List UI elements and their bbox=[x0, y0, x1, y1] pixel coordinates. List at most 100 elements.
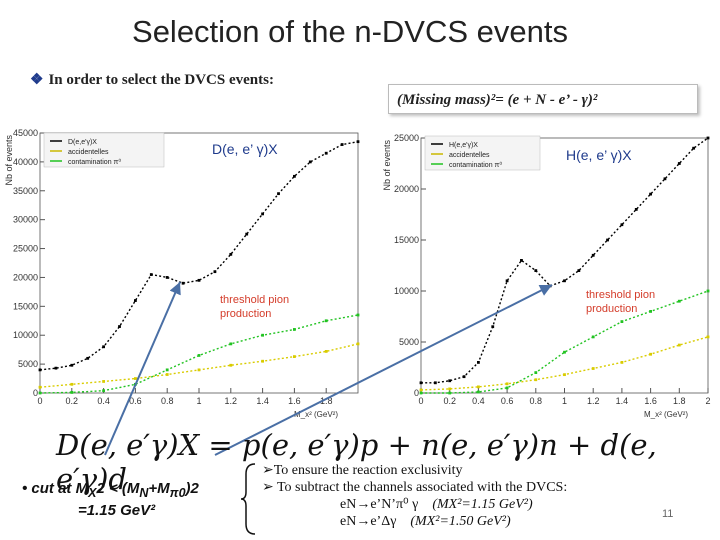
y-tick-label: 30000 bbox=[13, 215, 38, 225]
x-tick-label: 1 bbox=[562, 396, 567, 406]
data-point bbox=[706, 136, 710, 140]
data-point bbox=[677, 162, 681, 165]
data-point bbox=[38, 385, 42, 389]
data-point bbox=[505, 386, 509, 390]
data-point bbox=[70, 382, 74, 386]
y-tick-label: 20000 bbox=[394, 184, 419, 194]
data-point bbox=[356, 313, 360, 317]
data-point bbox=[577, 269, 581, 272]
data-point bbox=[324, 319, 328, 323]
data-point bbox=[505, 382, 509, 386]
data-point bbox=[606, 238, 609, 242]
data-point bbox=[54, 366, 58, 370]
data-point bbox=[419, 388, 423, 392]
data-point bbox=[649, 192, 652, 196]
reason-item: ➢To ensure the reaction exclusivity bbox=[262, 462, 567, 479]
data-point bbox=[477, 385, 480, 389]
channel-reaction: eN→e’N’π⁰ γ bbox=[340, 497, 419, 512]
data-point bbox=[477, 390, 480, 394]
annotation-line1: threshold pion bbox=[220, 294, 289, 306]
data-point bbox=[102, 389, 105, 393]
diamond-bullet-icon: ❖ bbox=[30, 72, 44, 88]
x-tick-label: 1.4 bbox=[616, 396, 629, 406]
y-tick-label: 45000 bbox=[13, 128, 38, 138]
y-tick-label: 15000 bbox=[394, 235, 419, 245]
data-point bbox=[706, 335, 710, 339]
data-point bbox=[229, 342, 233, 346]
data-point bbox=[620, 361, 624, 364]
data-point bbox=[213, 270, 217, 274]
y-tick-label: 35000 bbox=[13, 186, 38, 196]
x-tick-label: 1 bbox=[196, 396, 201, 406]
cut-sub-x: X bbox=[88, 486, 97, 500]
cut-value: =1.15 GeV² bbox=[78, 502, 156, 519]
cut-close: )2 bbox=[185, 480, 199, 497]
data-point bbox=[591, 367, 595, 370]
y-tick-label: 15000 bbox=[13, 301, 38, 311]
x-tick-label: 0.2 bbox=[443, 396, 456, 406]
data-point bbox=[134, 299, 137, 302]
data-point bbox=[534, 269, 538, 272]
arrow-to-deuterium-peak bbox=[104, 281, 181, 456]
data-point bbox=[70, 363, 74, 367]
data-point bbox=[620, 223, 624, 227]
data-point bbox=[261, 333, 264, 337]
y-axis-label: Nb of events bbox=[382, 140, 392, 191]
x-tick-label: 0.8 bbox=[530, 396, 543, 406]
data-point bbox=[677, 343, 681, 347]
annotation-line2: production bbox=[586, 303, 637, 315]
x-tick-label: 0 bbox=[418, 396, 423, 406]
data-point bbox=[356, 140, 360, 144]
data-point bbox=[165, 373, 169, 376]
data-point bbox=[591, 253, 595, 257]
data-point bbox=[634, 208, 638, 211]
data-point bbox=[261, 359, 264, 363]
data-point bbox=[261, 212, 264, 216]
y-tick-label: 5000 bbox=[18, 359, 38, 369]
data-point bbox=[649, 352, 652, 356]
data-point bbox=[181, 281, 185, 285]
data-point bbox=[149, 273, 153, 276]
y-tick-label: 10000 bbox=[13, 330, 38, 340]
channel-mass: (MX²=1.50 GeV²) bbox=[410, 514, 511, 529]
cut-sub-n: N bbox=[139, 486, 149, 500]
cut-sub-pi: π0 bbox=[169, 486, 186, 500]
data-point bbox=[134, 377, 137, 380]
data-point bbox=[448, 391, 452, 395]
arrow-right-icon: ➢ bbox=[262, 463, 274, 478]
data-point bbox=[563, 373, 566, 377]
data-point bbox=[663, 177, 667, 181]
data-point bbox=[534, 378, 538, 382]
channel-mass: (MX²=1.15 GeV²) bbox=[432, 497, 533, 512]
legend-entry: accidentelles bbox=[449, 152, 490, 159]
data-point bbox=[165, 276, 169, 279]
x-tick-label: 0.8 bbox=[161, 396, 174, 406]
legend-entry: accidentelles bbox=[68, 149, 109, 156]
deuterium-plot: 0 5000 10000 15000 20000 25000 30000 35000 40000… bbox=[4, 128, 360, 419]
left-brace-icon bbox=[240, 463, 256, 535]
page-number: 11 bbox=[662, 508, 674, 520]
data-point bbox=[197, 278, 201, 282]
data-point bbox=[277, 192, 280, 196]
channel-item: eN→e’Δγ (MX²=1.50 GeV²) bbox=[262, 513, 567, 530]
data-point bbox=[419, 381, 423, 385]
data-point bbox=[118, 325, 121, 328]
arrow-right-icon: ➢ bbox=[262, 480, 277, 495]
legend-box bbox=[424, 135, 541, 171]
y-tick-label: 25000 bbox=[13, 244, 38, 254]
y-tick-label: 5000 bbox=[399, 337, 419, 347]
data-point bbox=[677, 299, 681, 303]
chart-title: H(e, e’ γ)X bbox=[566, 147, 632, 163]
data-point bbox=[620, 320, 624, 323]
series-line bbox=[421, 137, 709, 384]
y-tick-label: 20000 bbox=[13, 272, 38, 282]
data-point bbox=[563, 350, 566, 354]
data-point bbox=[591, 335, 595, 339]
cut-label: • cut at M bbox=[22, 480, 89, 497]
data-point bbox=[477, 361, 480, 364]
reason-text: To subtract the channels associated with… bbox=[276, 480, 568, 495]
data-point bbox=[165, 368, 169, 372]
data-point bbox=[462, 375, 466, 379]
reasons-list: ➢To ensure the reaction exclusivity ➢ To… bbox=[262, 462, 567, 530]
data-point bbox=[356, 342, 360, 346]
